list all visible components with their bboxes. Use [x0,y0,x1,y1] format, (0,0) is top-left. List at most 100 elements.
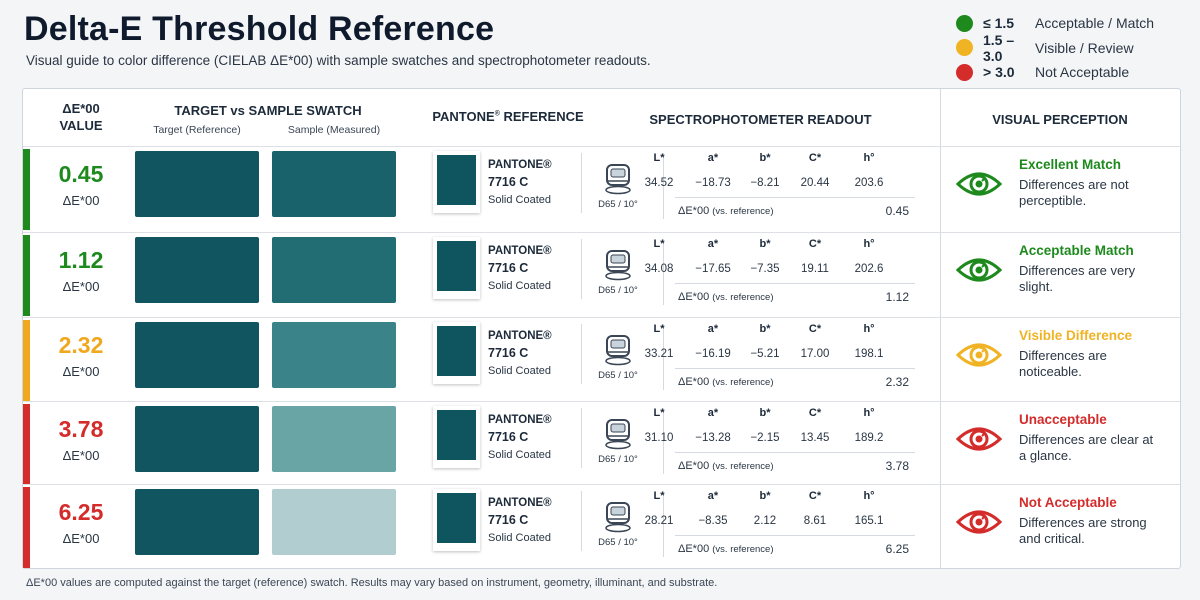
delta-e-readout-value: 3.78 [885,459,909,473]
row-divider [581,408,582,468]
spectrophotometer-icon [603,249,633,281]
metric-label: C* [808,490,822,502]
metric-label: b* [759,238,771,250]
yellow-dot-icon [956,39,973,57]
metric-label: C* [808,238,822,250]
pantone-finish: Solid Coated [488,449,551,461]
delta-e-readout-symbol: ΔE*00 [678,291,710,303]
metric-label: h° [863,323,875,335]
delta-e-unit: ΔE*00 [62,531,100,546]
readout-divider [675,283,915,284]
pantone-chip-color [437,155,476,205]
delta-e-value: 2.32 [58,332,104,358]
perception-title: Acceptable Match [1019,243,1134,258]
delta-e-readout-label: ΔE*00 (vs. reference) [678,543,774,555]
metric-value: 34.52 [644,177,674,189]
metric-value: 203.6 [854,177,884,189]
eye-icon [955,505,1003,539]
metric-value: −8.21 [750,177,780,189]
legend-range: 1.5 – 3.0 [983,31,1015,64]
sample-swatch [272,489,396,555]
metric-value: 202.6 [854,263,884,275]
metric-label: C* [808,152,822,164]
illuminant-label: D65 / 10° [598,199,638,210]
header-pantone-rest: REFERENCE [499,109,584,124]
target-swatch [135,151,259,217]
legend-label: Visible / Review [1035,39,1134,56]
metric-value: 198.1 [854,348,884,360]
red-dot-icon [956,63,973,81]
sample-swatch [272,322,396,388]
row-accent-bar [23,487,30,568]
green-dot-icon [956,14,973,32]
readout-divider [675,535,915,536]
metric-value: 17.00 [800,348,830,360]
delta-e-readout-symbol: ΔE*00 [678,205,710,217]
perception-title: Excellent Match [1019,157,1122,172]
spectrophotometer-icon [603,334,633,366]
header-value-line1: ΔE*00 [62,101,100,116]
column-divider [940,89,941,568]
legend-range: > 3.0 [983,64,1015,81]
perception-description: Differences are strong and critical. [1019,515,1147,546]
row-divider [663,491,664,557]
delta-e-readout-value: 2.32 [885,375,909,389]
delta-e-unit: ΔE*00 [62,193,100,208]
pantone-finish: Solid Coated [488,365,551,377]
pantone-chip [433,151,480,213]
delta-e-readout-note: (vs. reference) [712,206,774,217]
row-accent-bar [23,149,30,230]
metric-label: b* [759,152,771,164]
metric-label: L* [653,238,665,250]
metric-value: 20.44 [800,177,830,189]
spectrophotometer-icon [603,418,633,450]
perception-title: Not Acceptable [1019,495,1117,510]
perception-description: Differences are clear at a glance. [1019,432,1154,463]
eye-icon [955,253,1003,287]
header-pantone: PANTONE® REFERENCE [432,109,584,124]
metric-value: −13.28 [695,432,731,444]
readout-divider [675,197,915,198]
eye-icon [955,338,1003,372]
metric-value: 8.61 [803,515,827,527]
pantone-code: 7716 C [488,261,529,275]
header-sample: Sample (Measured) [287,124,381,136]
readout-divider [675,368,915,369]
delta-e-readout-value: 1.12 [885,290,909,304]
metric-label: C* [808,407,822,419]
pantone-code: 7716 C [488,346,529,360]
pantone-chip [433,322,480,384]
legend-label: Not Acceptable [1035,64,1130,81]
delta-e-readout-symbol: ΔE*00 [678,376,710,388]
reference-table: ΔE*00 VALUE TARGET vs SAMPLE SWATCH Targ… [22,88,1181,569]
table-row: 3.78 ΔE*00 PANTONE® 7716 C Solid Coated D65 /… [23,401,1180,487]
delta-e-unit: ΔE*00 [62,279,100,294]
illuminant-label: D65 / 10° [598,454,638,465]
metric-label: h° [863,152,875,164]
pantone-chip-color [437,241,476,291]
legend-item-acceptable: ≤ 1.5 Acceptable / Match [956,11,1154,36]
metric-label: a* [707,407,719,419]
page-title: Delta-E Threshold Reference [24,10,495,48]
metric-label: L* [653,152,665,164]
pantone-chip-color [437,326,476,376]
metric-value: −17.65 [695,263,731,275]
metric-label: C* [808,323,822,335]
sample-swatch [272,406,396,472]
metric-label: h° [863,238,875,250]
metric-label: h° [863,407,875,419]
target-swatch [135,237,259,303]
pantone-code: 7716 C [488,175,529,189]
row-accent-bar [23,235,30,316]
row-divider [581,153,582,213]
delta-e-value: 6.25 [58,499,104,525]
legend-item-visible: 1.5 – 3.0 Visible / Review [956,32,1154,64]
table-row: 6.25 ΔE*00 PANTONE® 7716 C Solid Coated D65 /… [23,484,1180,570]
delta-e-readout-symbol: ΔE*00 [678,543,710,555]
metric-value: 28.21 [644,515,674,527]
delta-e-readout-label: ΔE*00 (vs. reference) [678,460,774,472]
metric-label: a* [707,238,719,250]
pantone-brand: PANTONE® [488,414,552,426]
metric-value: −8.35 [698,515,728,527]
page-subtitle: Visual guide to color difference (CIELAB… [26,53,651,68]
